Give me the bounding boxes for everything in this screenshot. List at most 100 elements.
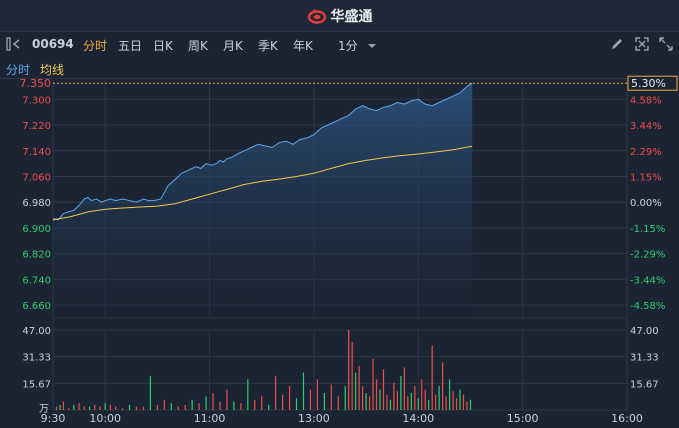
brand-name: 华盛通 — [330, 8, 373, 25]
volume-bar — [421, 379, 423, 410]
legend-price-line[interactable]: 分时 — [6, 63, 31, 77]
volume-bar — [323, 392, 325, 410]
volume-bar — [355, 372, 357, 410]
volume-bar — [396, 391, 398, 410]
volume-unit: 万 — [39, 404, 49, 415]
y-tick-left: 7.220 — [22, 121, 51, 132]
volume-bar — [99, 406, 101, 410]
y-tick-right: -2.29% — [630, 250, 665, 261]
volume-bar — [424, 389, 426, 410]
volume-bar — [212, 392, 214, 410]
collapse-sidebar-icon[interactable] — [6, 37, 22, 54]
x-tick-label: 11:00 — [194, 412, 226, 425]
volume-bar — [417, 398, 419, 410]
volume-tick-right: 31.33 — [630, 353, 659, 364]
volume-bar — [247, 379, 249, 410]
y-tick-right: 1.15% — [630, 172, 662, 183]
volume-bar — [198, 403, 200, 410]
volume-bar — [351, 341, 353, 410]
chart-toolbar: 00694 分时 五日 日K 周K 月K 季K 年K 1分 — [0, 32, 679, 58]
volume-bar — [104, 403, 106, 410]
chart-legend: 分时 均线 — [0, 59, 679, 79]
volume-tick-right: 47.00 — [630, 326, 659, 337]
volume-bar — [288, 386, 291, 410]
volume-bar — [261, 396, 263, 410]
volume-bar — [410, 392, 412, 410]
legend-avg-line[interactable]: 均线 — [40, 63, 65, 77]
volume-tick-left: 47.00 — [22, 326, 51, 337]
volume-bar — [62, 401, 65, 410]
volume-bar — [205, 396, 207, 410]
volume-bar — [428, 399, 430, 410]
last-pct-label: 5.30% — [631, 77, 666, 90]
volume-bar — [348, 330, 350, 410]
tab-yearly-k[interactable]: 年K — [293, 39, 313, 53]
y-tick-right: 3.44% — [630, 121, 662, 132]
volume-bar — [375, 379, 378, 410]
volume-bar — [282, 394, 284, 410]
volume-bar — [191, 399, 193, 410]
volume-bar — [386, 394, 388, 410]
interval-select[interactable]: 1分 — [338, 37, 377, 54]
volume-bar — [455, 398, 458, 410]
volume-bar — [379, 389, 381, 410]
y-tick-right: 0.00% — [630, 198, 662, 209]
volume-bar — [73, 404, 75, 410]
pencil-icon[interactable] — [610, 37, 624, 54]
volume-bar — [254, 399, 256, 410]
y-tick-left: 6.980 — [22, 198, 51, 209]
volume-bar — [115, 406, 117, 410]
tab-weekly-k[interactable]: 周K — [188, 39, 208, 53]
y-tick-left: 6.740 — [22, 275, 51, 286]
volume-bar — [358, 365, 360, 410]
volume-bar — [275, 375, 277, 410]
tab-monthly-k[interactable]: 月K — [223, 39, 243, 53]
volume-bar — [459, 389, 461, 410]
volume-bar — [330, 384, 332, 410]
fullscreen-icon[interactable] — [635, 37, 649, 54]
volume-tick-left: 31.33 — [22, 353, 51, 364]
volume-bar — [163, 399, 165, 410]
volume-tick-left: 15.67 — [22, 379, 51, 390]
volume-bar — [83, 406, 85, 410]
volume-bar — [393, 382, 395, 410]
tab-daily-k[interactable]: 日K — [153, 39, 173, 53]
volume-bar — [442, 362, 444, 410]
y-tick-left: 7.140 — [22, 147, 51, 158]
volume-bar — [382, 369, 385, 410]
volume-bar — [170, 403, 172, 410]
y-tick-right: -1.15% — [630, 224, 665, 235]
volume-bar — [149, 375, 152, 410]
brand: 华盛通 — [0, 0, 679, 31]
y-tick-right: 4.58% — [630, 95, 662, 106]
volume-bar — [219, 401, 221, 410]
expand-icon[interactable] — [659, 37, 673, 54]
volume-bar — [372, 358, 374, 410]
volume-bar — [68, 408, 70, 410]
volume-bar — [448, 379, 451, 410]
volume-bar — [302, 372, 305, 410]
chevron-down-icon — [368, 44, 377, 48]
y-tick-right: -3.44% — [630, 275, 665, 286]
x-tick-label: 14:00 — [402, 412, 434, 425]
tab-five-day[interactable]: 五日 — [118, 39, 143, 53]
volume-bar — [407, 396, 409, 410]
volume-bar — [78, 403, 80, 410]
volume-bar — [135, 406, 138, 410]
volume-bar — [142, 406, 145, 410]
volume-bar — [88, 406, 91, 410]
volume-bar — [240, 403, 242, 410]
volume-bar — [184, 404, 186, 410]
x-tick-label: 10:00 — [89, 412, 121, 425]
volume-bar — [462, 394, 465, 410]
volume-bar — [177, 406, 179, 410]
x-tick-label: 13:00 — [298, 412, 330, 425]
price-line — [52, 82, 473, 221]
y-tick-right: 2.29% — [630, 147, 662, 158]
volume-bar — [128, 404, 131, 410]
y-tick-right: -4.58% — [630, 301, 665, 312]
tab-quarterly-k[interactable]: 季K — [258, 39, 278, 53]
tab-intraday[interactable]: 分时 — [83, 39, 108, 53]
volume-bar — [109, 404, 111, 410]
